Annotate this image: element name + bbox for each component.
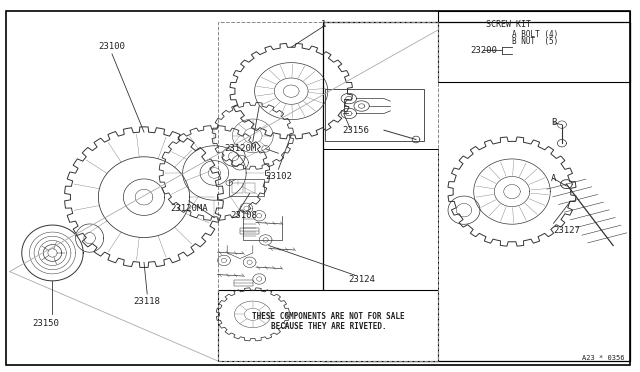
Text: 23127: 23127 [554,226,580,235]
Text: 23124: 23124 [349,275,376,283]
Bar [234,280,253,286]
Text: 23100: 23100 [99,42,125,51]
Text: A23 * 0356: A23 * 0356 [582,355,624,361]
Bar [218,290,438,361]
Text: SCREW KIT: SCREW KIT [486,20,531,29]
Bar [438,11,630,82]
Text: 23108: 23108 [230,211,257,220]
Text: THESE COMPONENTS ARE NOT FOR SALE
BECAUSE THEY ARE RIVETED.: THESE COMPONENTS ARE NOT FOR SALE BECAUS… [252,312,404,331]
Text: B NUT  (5): B NUT (5) [512,37,558,46]
Text: 23120M: 23120M [224,144,256,153]
Text: B: B [551,118,556,127]
Text: 23150: 23150 [33,319,60,328]
Bar [229,179,264,196]
Bar [245,183,255,193]
Bar [323,22,630,361]
Text: A: A [551,174,556,183]
Text: 1: 1 [321,20,326,29]
Text: 23200: 23200 [470,46,497,55]
Bar [325,89,424,141]
Bar [323,149,438,361]
Text: 23118: 23118 [134,297,161,306]
Text: 23120MA: 23120MA [170,204,207,213]
Text: 23156: 23156 [342,126,369,135]
Bar [232,183,243,193]
Text: A BOLT (4): A BOLT (4) [512,30,558,39]
Text: 23102: 23102 [265,172,292,181]
Bar [240,228,259,234]
Bar [218,22,438,361]
